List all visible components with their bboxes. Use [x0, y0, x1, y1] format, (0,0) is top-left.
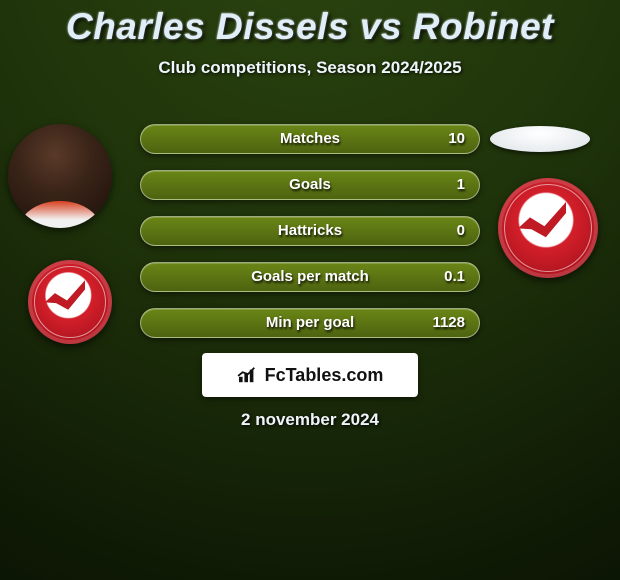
stats-list: Matches 10 Goals 1 Hattricks 0 Goals per…	[140, 124, 480, 354]
club-badge-right	[498, 178, 598, 278]
chart-icon	[237, 366, 259, 384]
badge-ring	[504, 184, 592, 272]
stat-row: Hattricks 0	[140, 216, 480, 246]
stat-value: 0	[457, 222, 465, 239]
stat-row: Goals 1	[140, 170, 480, 200]
stat-row: Min per goal 1128	[140, 308, 480, 338]
stat-value: 0.1	[444, 268, 465, 285]
stat-label: Matches	[141, 130, 479, 147]
club-badge-left	[28, 260, 112, 344]
stat-row: Matches 10	[140, 124, 480, 154]
stat-value: 1	[457, 176, 465, 193]
stat-label: Goals	[141, 176, 479, 193]
subtitle: Club competitions, Season 2024/2025	[0, 58, 620, 78]
stat-value: 10	[448, 130, 465, 147]
source-logo: FcTables.com	[202, 353, 418, 397]
source-logo-text: FcTables.com	[265, 365, 384, 386]
stat-row: Goals per match 0.1	[140, 262, 480, 292]
date-text: 2 november 2024	[0, 410, 620, 430]
player-photo-right-placeholder	[490, 126, 590, 152]
page-title: Charles Dissels vs Robinet	[0, 0, 620, 48]
stat-value: 1128	[432, 314, 465, 331]
stat-label: Min per goal	[141, 314, 479, 331]
badge-ring	[34, 266, 106, 338]
stat-label: Hattricks	[141, 222, 479, 239]
stat-label: Goals per match	[141, 268, 479, 285]
player-photo-left	[8, 124, 112, 228]
